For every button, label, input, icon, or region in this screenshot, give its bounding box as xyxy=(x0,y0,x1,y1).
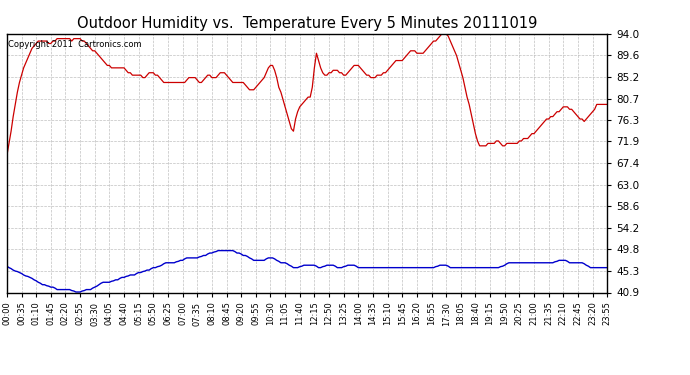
Text: Copyright 2011  Cartronics.com: Copyright 2011 Cartronics.com xyxy=(8,40,141,49)
Title: Outdoor Humidity vs.  Temperature Every 5 Minutes 20111019: Outdoor Humidity vs. Temperature Every 5… xyxy=(77,16,538,31)
